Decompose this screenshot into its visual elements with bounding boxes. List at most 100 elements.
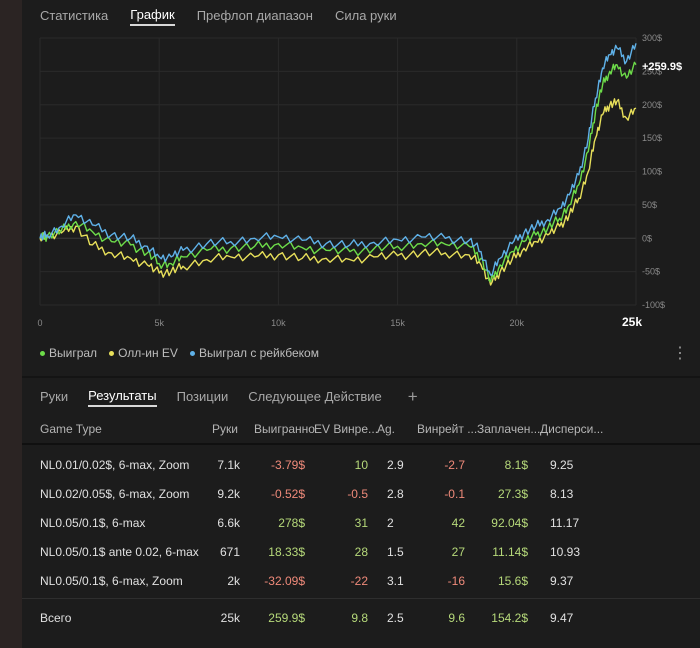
legend-item-allin-ev[interactable]: Олл-ин EV	[109, 346, 178, 360]
cell-aggression: 2	[387, 516, 394, 530]
tab-hands[interactable]: Руки	[40, 389, 69, 404]
cell-aggression: 2.9	[387, 458, 404, 472]
series-line-rakeback	[39, 43, 637, 276]
col-won[interactable]: Выигранно	[254, 422, 315, 436]
chart-end-value-label: +259.9$	[642, 61, 682, 73]
bottom-tabs: Руки Результаты Позиции Следующее Действ…	[40, 386, 418, 407]
cell-variance: 11.17	[550, 516, 580, 530]
cell-winrate: 42	[451, 516, 465, 530]
x-tick-label: 15k	[390, 318, 405, 328]
col-aggression[interactable]: Ag.	[377, 422, 396, 436]
legend-dot-won-icon	[40, 350, 45, 356]
table-row[interactable]: NL0.05/0.1$, 6-max, Zoom 2k -32.09$ -22 3.1 -…	[22, 568, 700, 597]
x-tick-label: 25k	[622, 315, 642, 329]
tab-hand-strength[interactable]: Сила руки	[334, 7, 397, 23]
tab-positions[interactable]: Позиции	[176, 389, 229, 404]
cell-game-type: NL0.02/0.05$, 6-max, Zoom	[40, 487, 190, 501]
cell-variance: 9.25	[550, 458, 574, 472]
total-aggression: 2.5	[387, 611, 404, 625]
cell-rake-paid: 27.3$	[497, 487, 528, 501]
col-variance[interactable]: Дисперси...	[540, 422, 604, 436]
tab-statistics[interactable]: Статистика	[40, 7, 109, 23]
cell-variance: 9.37	[550, 574, 574, 588]
total-variance: 9.47	[550, 611, 574, 625]
tab-preflop-range[interactable]: Префлоп диапазон	[196, 7, 313, 23]
more-options-icon[interactable]: ⋮	[672, 345, 688, 362]
x-tick-label: 5k	[154, 318, 164, 328]
cell-aggression: 3.1	[387, 574, 404, 588]
cell-game-type: NL0.05/0.1$, 6-max, Zoom	[40, 574, 183, 588]
col-game-type[interactable]: Game Type	[40, 422, 102, 436]
cell-hands: 2k	[227, 574, 240, 588]
cell-winrate: -2.7	[444, 458, 465, 472]
cell-rake-paid: 8.1$	[504, 458, 528, 472]
legend-label-won: Выиграл	[49, 346, 98, 360]
cell-winrate: -0.1	[444, 487, 465, 501]
cell-hands: 6.6k	[217, 516, 240, 530]
legend-item-won[interactable]: Выиграл	[40, 346, 97, 360]
top-tabs: Статистика График Префлоп диапазон Сила …	[40, 0, 397, 30]
cell-game-type: NL0.01/0.02$, 6-max, Zoom	[40, 458, 190, 472]
y-tick-label: 100$	[642, 167, 662, 177]
y-tick-label: 50$	[642, 200, 657, 210]
col-winrate[interactable]: Винрейт ...	[417, 422, 478, 436]
cell-won: -3.79$	[270, 458, 305, 472]
legend-item-rakeback[interactable]: Выиграл с рейкбеком	[189, 346, 319, 360]
total-ev-winrate: 9.8	[351, 611, 368, 625]
cell-ev-winrate: 10	[354, 458, 368, 472]
results-graph: 300$ 250$ 200$ 150$ 100$ 50$ 0$ -50$ -100$ 0 5k 10k…	[22, 30, 700, 340]
stats-panel	[22, 0, 700, 648]
legend-dot-rakeback-icon	[189, 350, 195, 356]
cell-game-type: NL0.05/0.1$ ante 0.02, 6-max	[40, 545, 199, 559]
x-tick-label: 20k	[510, 318, 525, 328]
cell-aggression: 1.5	[387, 545, 404, 559]
total-winrate: 9.6	[448, 611, 465, 625]
section-divider	[22, 376, 700, 378]
table-row[interactable]: NL0.05/0.1$, 6-max 6.6k 278$ 31 2 42 92.04$ 11.…	[22, 510, 700, 539]
y-tick-label: -50$	[642, 267, 660, 277]
total-hands: 25k	[220, 611, 240, 625]
y-tick-label: 0$	[642, 233, 652, 243]
table-row[interactable]: NL0.01/0.02$, 6-max, Zoom 7.1k -3.79$ 10 2.9…	[22, 452, 700, 481]
x-tick-label: 0	[37, 318, 42, 328]
cell-ev-winrate: -22	[350, 574, 368, 588]
legend-dot-allin-icon	[109, 350, 115, 356]
col-rake-paid[interactable]: Заплачен...	[477, 422, 541, 436]
cell-hands: 7.1k	[217, 458, 240, 472]
cell-hands: 9.2k	[217, 487, 240, 501]
tab-graph[interactable]: График	[130, 5, 175, 26]
chart-legend: Выиграл Олл-ин EV Выиграл с рейкбеком	[40, 346, 319, 360]
table-header: Game Type Руки Выигранно EV Винре... Ag.…	[22, 420, 700, 442]
cell-rake-paid: 11.14$	[492, 545, 528, 559]
table-row[interactable]: NL0.02/0.05$, 6-max, Zoom 9.2k -0.52$ -0.5 2…	[22, 481, 700, 510]
cell-winrate: 27	[451, 545, 465, 559]
total-rake-paid: 154.2$	[491, 611, 528, 625]
col-hands[interactable]: Руки	[212, 422, 238, 436]
tab-results[interactable]: Результаты	[88, 386, 157, 407]
header-divider	[22, 443, 700, 445]
legend-label-rakeback: Выиграл с рейкбеком	[198, 346, 319, 360]
cell-variance: 10.93	[550, 545, 581, 559]
series-line-allin-ev	[39, 98, 637, 286]
y-tick-label: 150$	[642, 133, 662, 143]
y-tick-label: 250$	[642, 66, 662, 76]
cell-won: 18.33$	[268, 545, 305, 559]
y-tick-label: 300$	[642, 33, 662, 43]
cell-hands: 671	[219, 545, 240, 559]
total-won: 259.9$	[268, 611, 305, 625]
x-tick-label: 10k	[271, 318, 286, 328]
tab-next-action[interactable]: Следующее Действие	[248, 389, 382, 404]
cell-game-type: NL0.05/0.1$, 6-max	[40, 516, 146, 530]
cell-aggression: 2.8	[387, 487, 404, 501]
add-tab-icon[interactable]: +	[407, 387, 418, 406]
cell-rake-paid: 15.6$	[497, 574, 528, 588]
y-tick-label: 200$	[642, 100, 662, 110]
table-row[interactable]: NL0.05/0.1$ ante 0.02, 6-max 671 18.33$ 28 1…	[22, 539, 700, 568]
y-tick-label: -100$	[642, 300, 665, 310]
legend-label-allin-ev: Олл-ин EV	[118, 346, 178, 360]
left-sidebar-strip	[0, 0, 22, 648]
cell-rake-paid: 92.04$	[491, 516, 528, 530]
col-ev-winrate[interactable]: EV Винре...	[314, 422, 379, 436]
cell-ev-winrate: 31	[354, 516, 368, 530]
cell-ev-winrate: -0.5	[347, 487, 368, 501]
